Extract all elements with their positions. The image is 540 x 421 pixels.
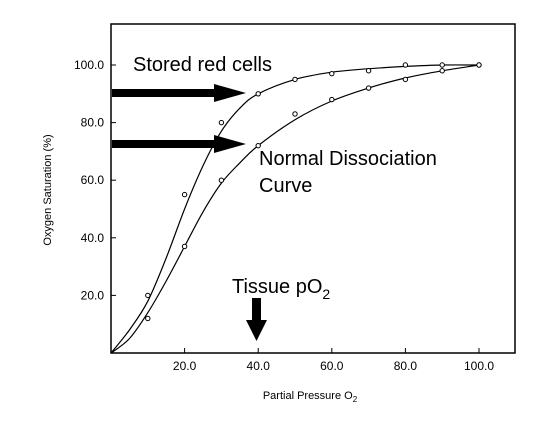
y-axis-label: Oxygen Saturation (%) — [42, 134, 54, 245]
y-axis: 20.0 40.0 60.0 80.0 100.0 — [74, 58, 116, 302]
stored-red-cells-curve — [110, 64, 480, 354]
x-tick-label: 60.0 — [320, 359, 344, 373]
stored-red-cells-arrow — [112, 84, 246, 102]
x-axis-label: Partial Pressure O2 — [263, 390, 358, 404]
stored-red-cells-point — [145, 292, 151, 299]
tissue-po2-label-subscript: 2 — [322, 286, 330, 302]
normal-curve-label-line1: Normal Dissociation — [259, 148, 437, 170]
normal-dissociation-point — [329, 96, 335, 103]
tissue-po2-arrow — [246, 298, 267, 341]
stored-red-cells-point — [218, 119, 225, 126]
stored-red-cells-point — [439, 62, 445, 68]
x-tick-label: 80.0 — [394, 359, 418, 373]
stored-red-cells-point — [255, 91, 261, 97]
x-axis-label-subscript: 2 — [353, 395, 358, 404]
normal-dissociation-point — [365, 85, 372, 91]
x-tick-label: 20.0 — [173, 359, 197, 373]
y-tick-label: 60.0 — [81, 173, 105, 187]
normal-dissociation-point — [292, 111, 298, 117]
normal-curve-label-line2: Curve — [259, 175, 312, 197]
x-tick-label: 100.0 — [464, 359, 494, 373]
stored-red-cells-point — [329, 70, 335, 77]
normal-dissociation-point — [439, 68, 445, 74]
normal-dissociation-point — [145, 315, 151, 322]
normal-dissociation-point — [476, 62, 482, 68]
stored-red-cells-label: Stored red cells — [133, 54, 272, 76]
y-tick-label: 100.0 — [74, 58, 104, 72]
x-tick-label: 40.0 — [247, 359, 271, 373]
y-tick-label: 20.0 — [81, 288, 105, 302]
normal-dissociation-point — [181, 243, 188, 250]
stored-red-cells-point — [365, 68, 372, 74]
x-axis: 20.0 40.0 60.0 80.0 100.0 — [173, 348, 494, 373]
tissue-po2-label: Tissue pO2 — [232, 276, 330, 302]
normal-dissociation-point — [402, 76, 409, 83]
normal-dissociation-curve — [110, 64, 480, 354]
normal-dissociation-point — [218, 177, 225, 183]
y-tick-label: 80.0 — [81, 116, 105, 130]
series-layer — [110, 62, 482, 354]
stored-red-cells-point — [181, 191, 188, 198]
stored-red-cells-point — [402, 62, 409, 68]
y-tick-label: 40.0 — [81, 231, 105, 245]
x-axis-label-main: Partial Pressure O — [263, 390, 353, 402]
tissue-po2-label-main: Tissue pO — [232, 276, 322, 298]
plot-frame — [110, 23, 516, 354]
normal-curve-arrow — [112, 135, 246, 153]
stored-red-cells-point — [292, 76, 298, 83]
normal-dissociation-point — [255, 142, 261, 149]
